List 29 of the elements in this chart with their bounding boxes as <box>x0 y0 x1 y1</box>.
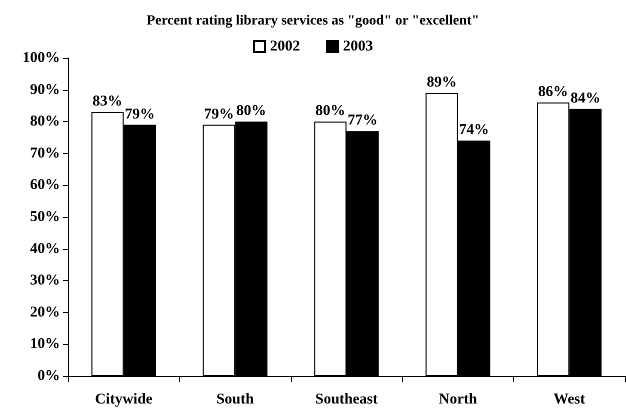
chart-title: Percent rating library services as "good" or "excellent" <box>146 14 480 28</box>
data-label: 74% <box>459 122 490 138</box>
data-label: 84% <box>570 90 600 106</box>
legend-label: 2002 <box>270 38 300 54</box>
data-label: 77% <box>348 112 378 129</box>
data-label: 80% <box>236 103 266 120</box>
x-tick-label: Southeast <box>315 392 378 408</box>
data-label: 80% <box>315 103 346 120</box>
data-label: 83% <box>92 94 123 110</box>
y-tick-label: 40% <box>30 240 60 257</box>
legend-label: 2003 <box>343 38 373 54</box>
y-tick-label: 0% <box>38 368 60 384</box>
y-tick-label: 70% <box>30 145 60 162</box>
x-tick-label: Citywide <box>94 392 153 408</box>
data-label: 89% <box>426 74 457 90</box>
data-label: 79% <box>124 106 155 122</box>
x-tick-label: West <box>553 392 586 408</box>
y-tick-label: 80% <box>30 114 60 130</box>
y-tick-label: 20% <box>30 304 60 320</box>
y-tick-label: 90% <box>30 82 60 98</box>
y-tick-label: 30% <box>30 272 60 289</box>
x-tick-label: South <box>216 392 255 408</box>
y-tick-label: 100% <box>22 50 60 66</box>
y-tick-label: 10% <box>30 336 60 352</box>
data-label: 79% <box>204 106 234 122</box>
x-tick-label: North <box>438 392 478 408</box>
y-tick-label: 60% <box>30 177 60 194</box>
data-label: 86% <box>538 84 568 100</box>
y-tick-label: 50% <box>30 209 60 225</box>
